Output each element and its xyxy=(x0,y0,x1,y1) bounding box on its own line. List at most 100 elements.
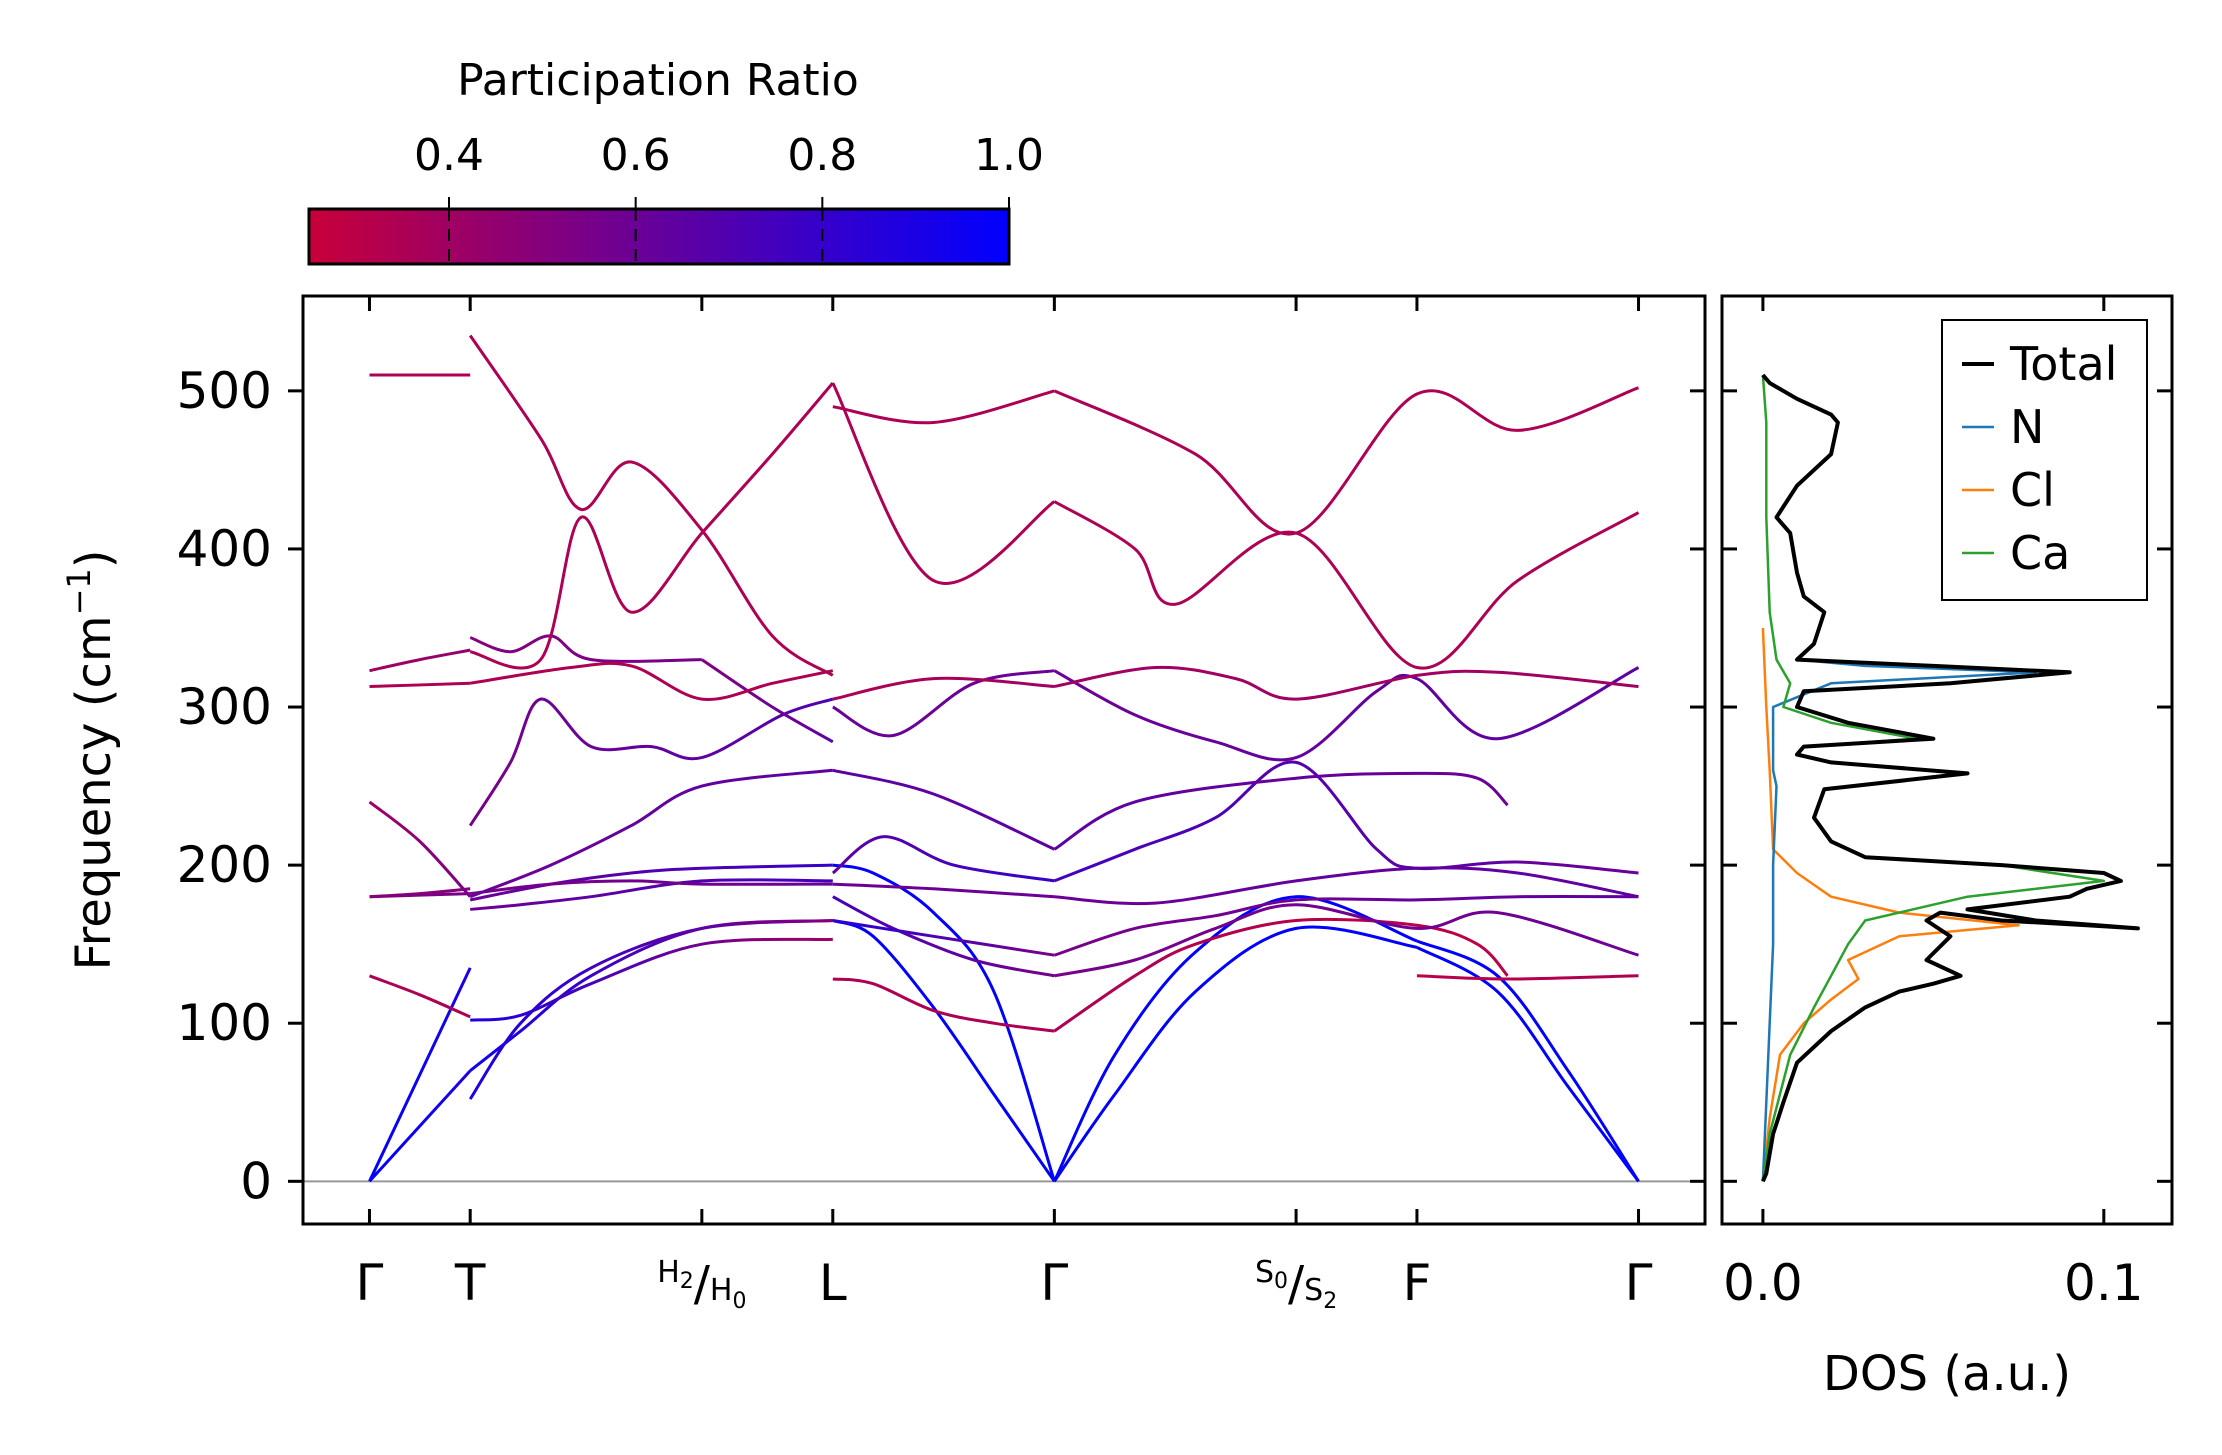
band-segment xyxy=(1053,925,1418,1183)
band-segment xyxy=(832,768,1056,851)
band-segment xyxy=(700,658,834,744)
frequency-tick-label: 500 xyxy=(177,362,272,420)
dos-curve-total xyxy=(1761,373,2140,1183)
kpoint-label-main-sub: 2 xyxy=(1323,1289,1337,1314)
kpoint-label-main: H xyxy=(710,1273,733,1308)
colorbar-tick-label: 0.6 xyxy=(601,130,671,181)
dos-axis-label: DOS (a.u.) xyxy=(1823,1346,2071,1402)
band-segment xyxy=(469,863,833,902)
band-segment xyxy=(1053,666,1640,762)
band-segment xyxy=(1416,945,1640,1183)
band-segment xyxy=(1053,386,1640,536)
frequency-axis-ticks: 0 100 200 300 400 500 xyxy=(177,362,1705,1210)
kpoint-label: Γ xyxy=(356,1254,384,1312)
band-segment xyxy=(469,661,834,701)
band-b3 xyxy=(368,917,1639,1100)
band-segment xyxy=(369,681,471,688)
band-segment xyxy=(369,648,471,673)
phonon-bands xyxy=(368,334,1640,1183)
band-segment xyxy=(468,697,834,827)
band-segment xyxy=(831,382,1056,585)
kpoint-label-sup: H xyxy=(657,1255,680,1290)
frequency-axis-label: Frequency (cm−1) xyxy=(60,549,122,970)
band-segment xyxy=(470,937,833,1022)
band-b11 xyxy=(369,334,1640,677)
frequency-axis-label-superscript: −1 xyxy=(60,568,98,615)
band-segment xyxy=(368,1069,472,1183)
band-segment xyxy=(1053,894,1639,957)
kpoint-label-main-sub: 0 xyxy=(732,1289,746,1314)
band-segment xyxy=(368,800,472,898)
kpoint-label: F xyxy=(1403,1254,1432,1312)
legend-label-cl: Cl xyxy=(2010,463,2055,517)
legend-label-ca: Ca xyxy=(2010,526,2070,580)
band-b2 xyxy=(368,863,1640,1183)
band-b8 xyxy=(468,697,1509,851)
frequency-tick-label: 200 xyxy=(177,836,272,894)
band-segment xyxy=(469,382,834,670)
colorbar-tick-label: 0.8 xyxy=(787,130,857,181)
band-segment xyxy=(1054,866,1639,906)
band-segment xyxy=(832,882,1055,899)
band-segment xyxy=(469,634,702,663)
frequency-axis-label-close: ) xyxy=(66,549,122,568)
band-segment xyxy=(831,835,1055,883)
band-segment xyxy=(470,879,833,896)
band-b9 xyxy=(369,634,1640,762)
band-segment xyxy=(832,676,1055,701)
band-segment xyxy=(1054,665,1639,701)
dos-panel: 0.0 0.1 DOS (a.u.) Total N Cl Ca xyxy=(1720,294,2174,1402)
colorbar: Participation Ratio 0.4 0.6 0.8 1.0 xyxy=(307,55,1044,266)
kpoint-label-sup: S xyxy=(1255,1255,1274,1290)
dos-axis-ticks: 0.0 0.1 xyxy=(1722,296,2172,1312)
dos-legend: Total N Cl Ca xyxy=(1941,319,2148,601)
band-segment xyxy=(832,919,1055,957)
kpoint-label: T xyxy=(454,1254,486,1312)
kpoint-label-main: S xyxy=(1304,1273,1323,1308)
band-structure-frame xyxy=(301,294,1707,1226)
band-segment xyxy=(832,863,1056,1182)
band-segment xyxy=(832,895,1055,978)
kpoint-label: L xyxy=(819,1254,847,1312)
dos-tick-label: 0.0 xyxy=(1723,1254,1803,1312)
dos-tick-label: 0.1 xyxy=(2064,1254,2144,1312)
frequency-axis-label-main: Frequency (cm xyxy=(66,615,122,970)
legend-label-n: N xyxy=(2010,400,2044,454)
colorbar-tick-label: 0.4 xyxy=(414,130,484,181)
legend-label-total: Total xyxy=(2009,337,2117,391)
band-b5 xyxy=(368,800,1639,957)
band-segment xyxy=(369,892,471,899)
band-segment xyxy=(368,967,472,1182)
band-b7 xyxy=(469,760,1639,899)
kpoint-label-sup-sub: 2 xyxy=(680,1269,694,1294)
band-segment xyxy=(1416,939,1640,1183)
band-b12 xyxy=(469,382,1640,670)
band-segment xyxy=(368,974,471,1019)
band-segment xyxy=(469,768,833,899)
dos-curve-cl xyxy=(1761,627,2020,1182)
band-segment xyxy=(1054,903,1639,978)
kpoint-ticks: Γ T H2/H0 L Γ S0/S2 F Γ xyxy=(356,296,1653,1314)
band-segment xyxy=(468,919,833,1100)
dos-curves xyxy=(1761,373,2140,1183)
band-segment xyxy=(1053,500,1640,670)
band-segment xyxy=(1416,974,1639,981)
band-segment xyxy=(468,334,834,677)
kpoint-label-sup-sub: 0 xyxy=(1274,1269,1288,1294)
frequency-tick-label: 300 xyxy=(177,678,272,736)
band-b10 xyxy=(369,661,1639,701)
band-segment xyxy=(470,878,833,911)
band-b1 xyxy=(368,919,1640,1183)
band-segment xyxy=(832,977,1055,1033)
band-segment xyxy=(832,919,1056,1183)
dos-frame xyxy=(1720,294,2174,1226)
colorbar-ticks: 0.4 0.6 0.8 1.0 xyxy=(414,130,1044,264)
band-segment xyxy=(1053,771,1509,851)
frequency-tick-label: 400 xyxy=(177,520,272,578)
frequency-tick-label: 100 xyxy=(177,994,272,1052)
kpoint-label: Γ xyxy=(1040,1254,1068,1312)
band-segment xyxy=(832,389,1055,425)
kpoint-label: S0/S2 xyxy=(1255,1255,1337,1314)
